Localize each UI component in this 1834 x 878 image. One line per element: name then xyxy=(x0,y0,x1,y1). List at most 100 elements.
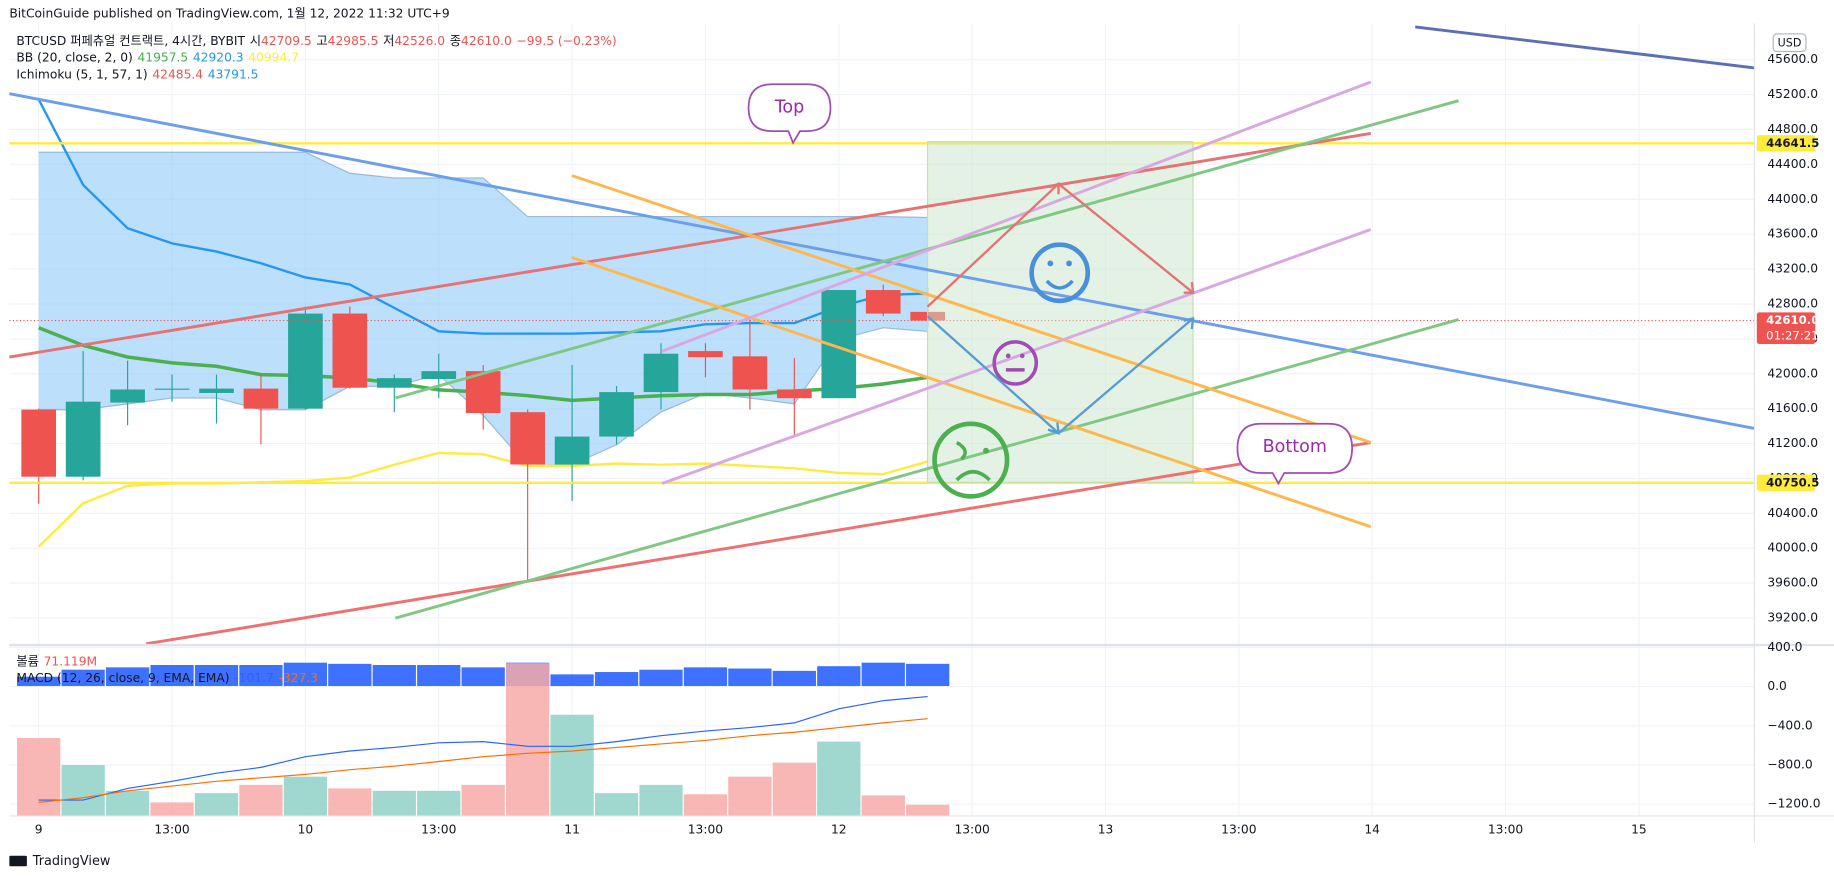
legend-name: Ichimoku (5, 1, 57, 1) xyxy=(16,67,147,81)
price-badge-label: 44641.5 xyxy=(1766,136,1819,150)
y-tick-label: 44400.0 xyxy=(1767,157,1818,171)
volume-bar xyxy=(105,667,150,687)
legend-value: 40994.7 xyxy=(248,50,299,64)
legend-value: 42526.0 xyxy=(394,33,445,47)
legend-name: MACD (12, 26, close, 9, EMA, EMA) xyxy=(16,670,229,684)
legend-value: -327.3 xyxy=(278,670,318,684)
x-tick-label: 13:00 xyxy=(954,822,989,836)
candle-body xyxy=(288,313,323,409)
trend-line xyxy=(661,80,1372,353)
arrow-path xyxy=(926,182,1195,308)
volume-bar xyxy=(817,666,861,687)
candle-body xyxy=(421,371,457,380)
x-tick-label: 15 xyxy=(1631,822,1647,836)
credit: BitCoinGuide published on TradingView.co… xyxy=(9,7,449,21)
y-tick-label: 41600.0 xyxy=(1767,401,1818,415)
legend-name: 볼륨 xyxy=(16,654,39,668)
x-tick-label: 13 xyxy=(1098,822,1114,836)
y-tick-label: 43200.0 xyxy=(1767,262,1818,276)
y-tick-label: 45200.0 xyxy=(1767,87,1818,101)
histogram-bar xyxy=(150,802,194,816)
y-tick-label: 44000.0 xyxy=(1767,192,1818,206)
volume-bar xyxy=(372,665,416,687)
volume-bar xyxy=(550,674,594,687)
legend-key: 시 xyxy=(250,33,261,47)
candle-body xyxy=(154,388,190,390)
candle-body xyxy=(65,401,101,477)
x-tick-label: 13:00 xyxy=(154,822,189,836)
y-tick-label: 40000.0 xyxy=(1767,541,1818,555)
arrow-path xyxy=(926,315,1195,435)
candle-body xyxy=(110,389,145,403)
legend-value: 42610.0 xyxy=(461,33,512,47)
volume-bar xyxy=(283,662,328,687)
macd-line xyxy=(38,718,928,803)
trend-line xyxy=(394,318,1459,620)
legend-line: MACD (12, 26, close, 9, EMA, EMA) -101.7-… xyxy=(16,670,318,684)
axes: USD 9 13:00 10 13:00 11 13:00 12 13:00 13 13:00 14… xyxy=(9,23,1834,843)
emoji-dizzy xyxy=(932,421,1010,499)
countdown: 01:27:21 xyxy=(1766,328,1818,342)
last-price-badge xyxy=(1756,312,1816,344)
x-tick-label: 11 xyxy=(564,822,580,836)
volume-bar xyxy=(61,669,105,687)
trend-line xyxy=(1415,25,1755,70)
emoji-eye xyxy=(1047,260,1054,267)
emoji-neutral xyxy=(992,340,1039,386)
histogram-bar xyxy=(461,784,505,816)
histogram-bar xyxy=(328,788,372,816)
histogram-bar xyxy=(550,714,594,816)
y-tick-label: 39600.0 xyxy=(1767,576,1818,590)
y-tick-label: 45600.0 xyxy=(1767,52,1818,66)
legend-line: BTCUSD 퍼페츄얼 컨트랙트, 4시간, BYBIT 시42709.5 고429… xyxy=(16,33,616,47)
emoji-eye xyxy=(1019,353,1025,359)
indicator-line xyxy=(37,98,928,335)
candle-body xyxy=(777,389,812,399)
legend-value: 42985.5 xyxy=(328,33,379,47)
histogram-bar xyxy=(861,795,905,816)
histogram-bar xyxy=(728,776,772,816)
volume-bar xyxy=(328,663,372,687)
legend: BTCUSD 퍼페츄얼 컨트랙트, 4시간, BYBIT 시42709.5 고429… xyxy=(16,33,616,684)
histogram-bar xyxy=(639,784,683,816)
y-tick-label: −800.0 xyxy=(1767,757,1812,771)
histogram-bar xyxy=(683,794,728,816)
price-badge xyxy=(1756,135,1816,152)
series-layer xyxy=(9,98,1755,816)
x-tick-label: 14 xyxy=(1364,822,1380,836)
legend-title: BTCUSD 퍼페츄얼 컨트랙트, 4시간, BYBIT xyxy=(16,33,245,47)
legend-line: BB (20, close, 2, 0) 41957.5 42920.3 40994.… xyxy=(16,50,299,64)
callout xyxy=(1236,422,1353,486)
legend-value: 42920.3 xyxy=(193,50,244,64)
candle-body xyxy=(865,290,901,314)
volume-bar xyxy=(17,676,61,687)
histogram-bar xyxy=(417,790,461,816)
y-tick-label: 42000.0 xyxy=(1767,366,1818,380)
legend-change: −99.5 (−0.23%) xyxy=(516,33,616,47)
histogram-bar xyxy=(283,776,328,816)
volume-bar xyxy=(906,663,950,687)
candle-body xyxy=(732,356,768,390)
candle-body xyxy=(21,409,57,477)
y-tick-label: 42800.0 xyxy=(1767,296,1818,310)
y-tick-label: −400.0 xyxy=(1767,718,1812,732)
currency: USD xyxy=(1778,36,1802,49)
trend-line xyxy=(571,174,1372,444)
legend-line: Ichimoku (5, 1, 57, 1) 42485.4 43791.5 xyxy=(16,67,258,81)
volume-bar xyxy=(417,665,461,687)
drawings: Top Bottom xyxy=(9,25,1755,646)
callout xyxy=(747,83,832,145)
indicator-line xyxy=(38,151,928,219)
histogram-bar xyxy=(239,784,283,816)
volume-bar xyxy=(772,670,816,687)
legend-value: 43791.5 xyxy=(208,67,259,81)
brand-logo xyxy=(9,855,27,867)
histogram-bar xyxy=(17,738,61,816)
y-tick-label: 39200.0 xyxy=(1767,611,1818,625)
emoji-eye xyxy=(983,447,989,454)
histogram-bar xyxy=(772,762,816,816)
volume-bar xyxy=(239,665,283,687)
x-tick-label: 13:00 xyxy=(688,822,723,836)
y-tick-label: 43600.0 xyxy=(1767,227,1818,241)
volume-bar xyxy=(461,667,505,687)
